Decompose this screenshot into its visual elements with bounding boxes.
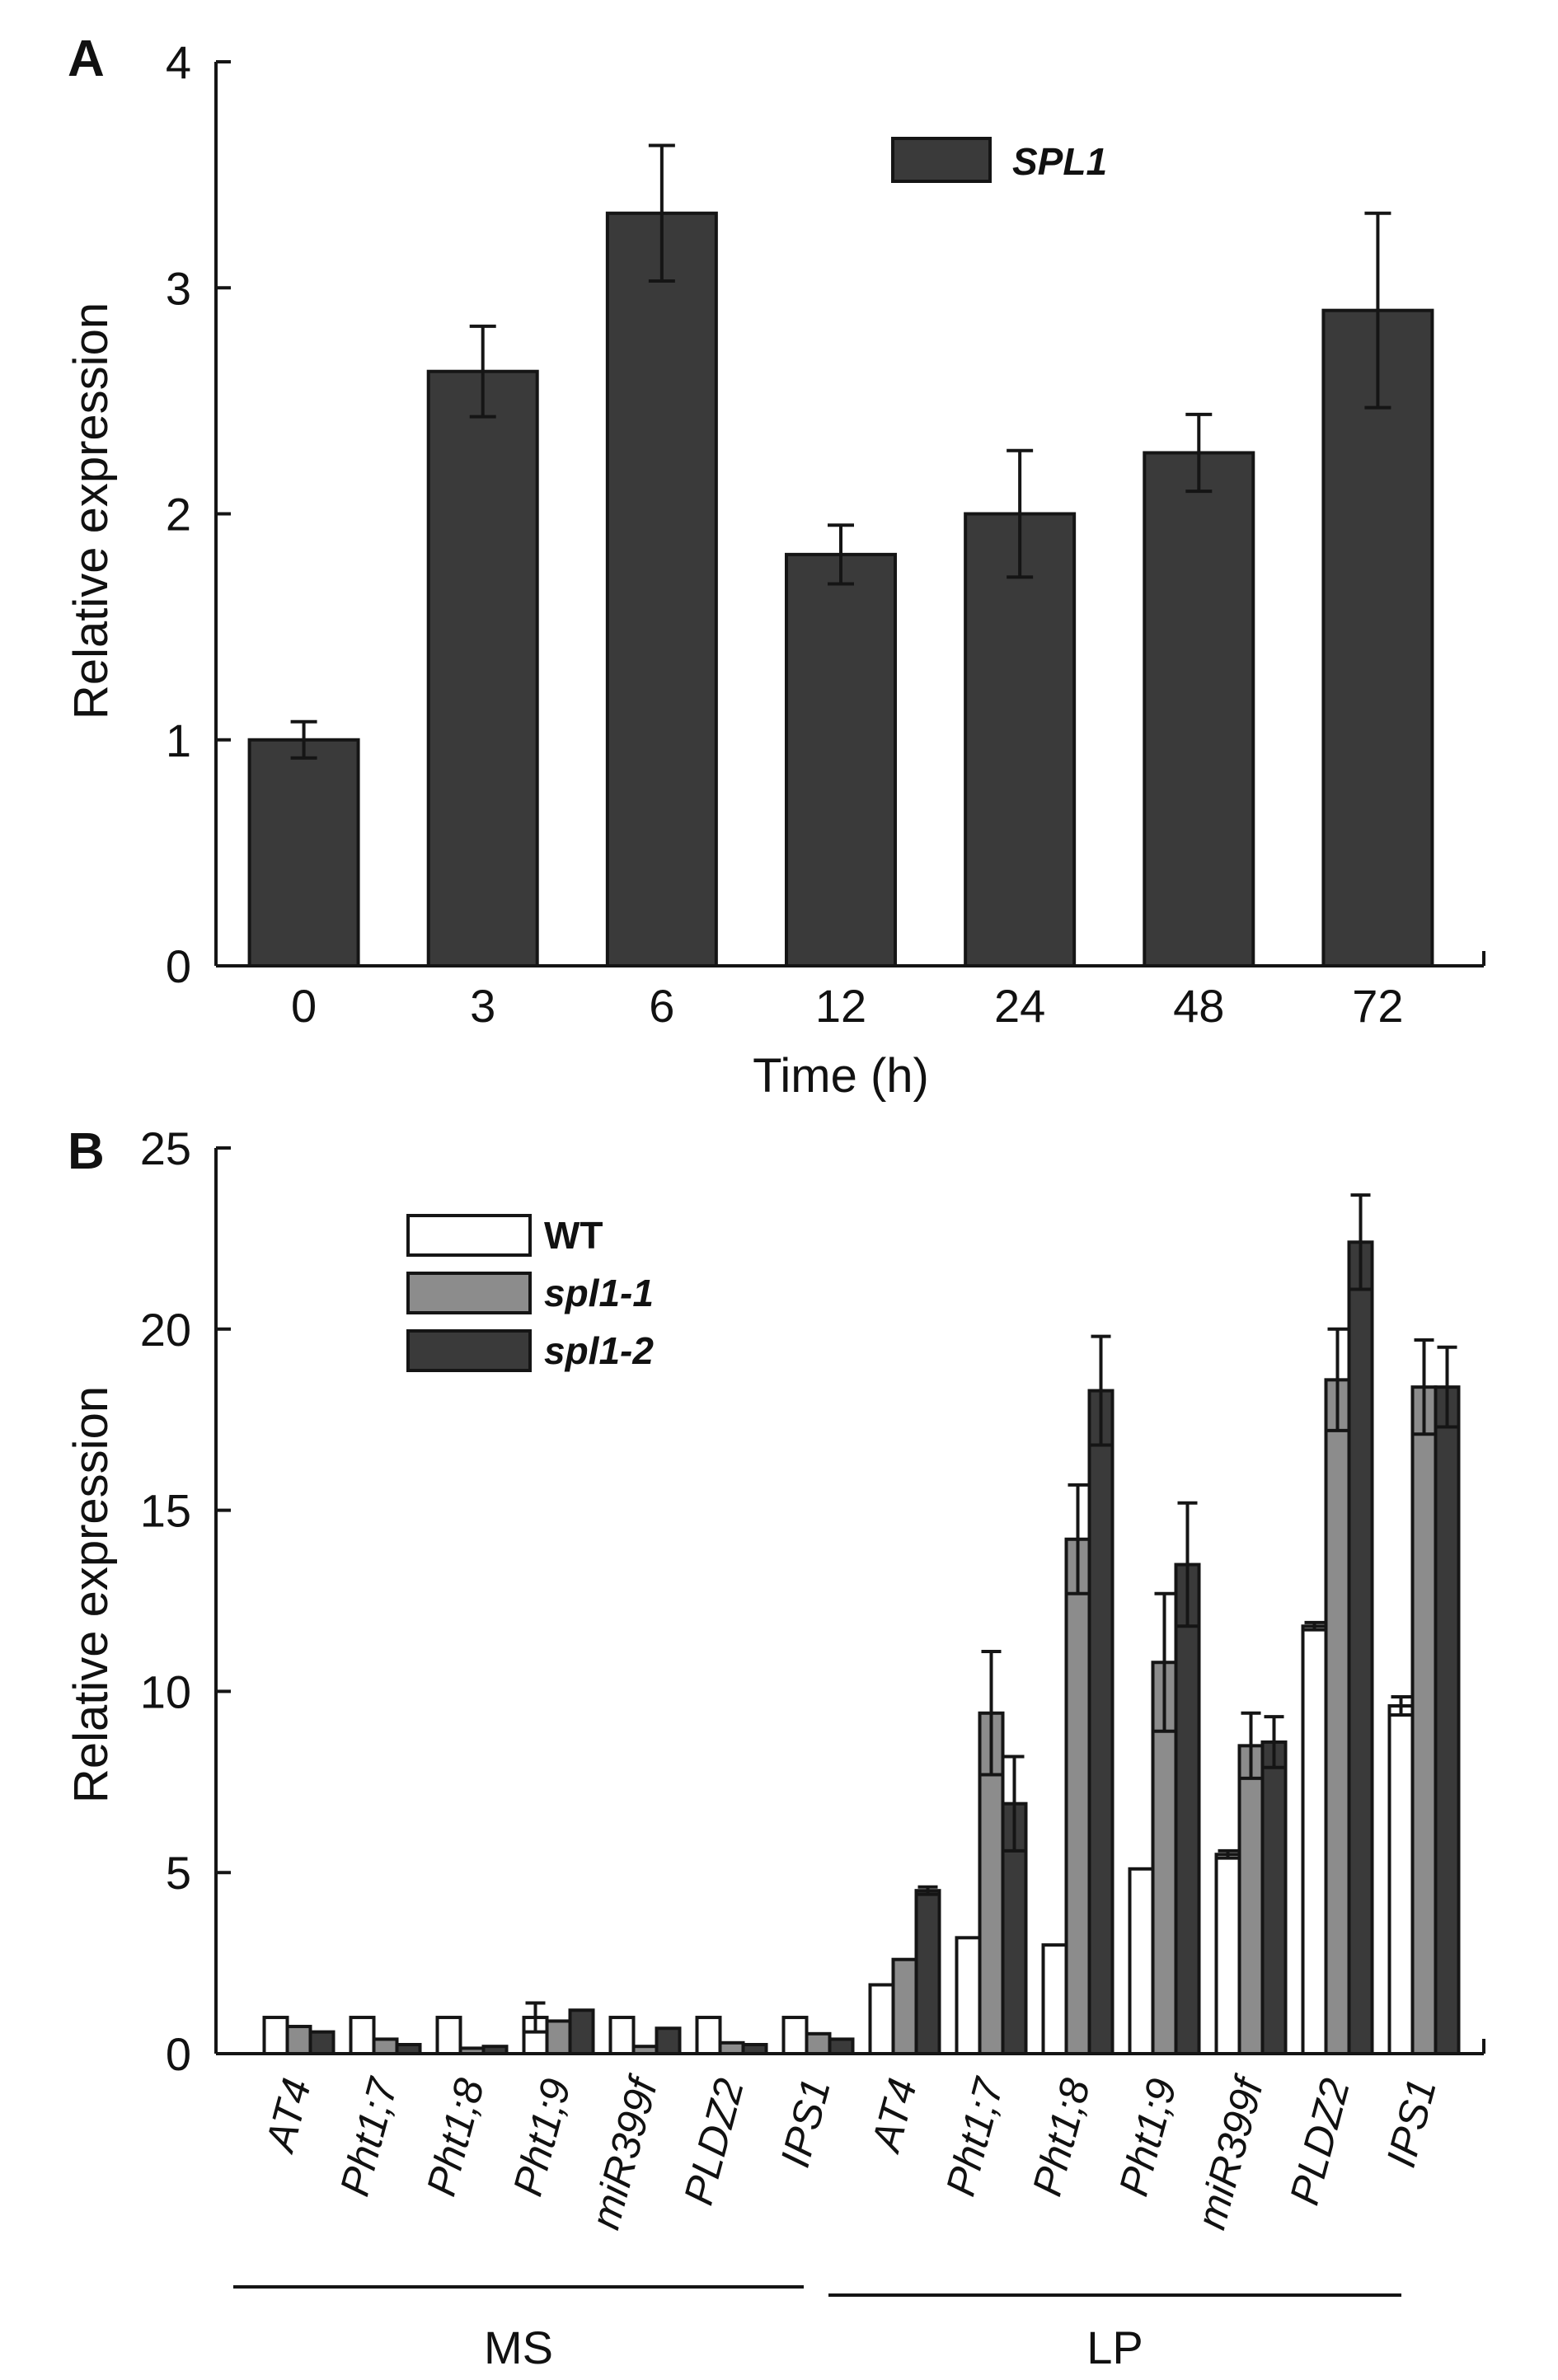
bar — [481, 2045, 509, 2056]
legend-swatch — [406, 1329, 532, 1372]
x-tick-label: AT4 — [256, 2073, 320, 2157]
x-tick-label: Pht1;7 — [937, 2072, 1013, 2200]
x-tick-label: Pht1;7 — [331, 2072, 407, 2200]
bar — [1087, 1389, 1115, 2055]
y-tick-label: 5 — [166, 1847, 191, 1899]
bar — [247, 738, 360, 967]
bar — [1387, 1703, 1415, 2055]
bar — [568, 2008, 595, 2056]
bar — [718, 2040, 745, 2056]
group-label: LP — [1086, 2321, 1143, 2373]
y-tick-label: 1 — [166, 714, 191, 766]
x-tick-label: 6 — [649, 980, 674, 1032]
bar — [349, 2016, 376, 2056]
x-tick-label: Pht1;8 — [1024, 2073, 1100, 2200]
x-tick-label: 72 — [1352, 980, 1403, 1032]
bar — [781, 2016, 809, 2056]
x-tick-label: 12 — [815, 980, 866, 1032]
bar — [785, 552, 897, 967]
bar — [1410, 1385, 1438, 2055]
x-tick-label: PLDZ2 — [675, 2073, 753, 2209]
bar — [1434, 1385, 1461, 2055]
bar — [1260, 1740, 1288, 2056]
x-tick-label: miR399f — [582, 2069, 668, 2233]
bar — [1128, 1867, 1155, 2055]
y-tick-label: 2 — [166, 489, 191, 541]
bar — [426, 369, 539, 968]
y-tick-label: 0 — [166, 940, 191, 992]
bar — [458, 2046, 486, 2056]
bar — [435, 2016, 462, 2056]
bar — [964, 512, 1077, 967]
bar — [914, 1889, 941, 2055]
x-tick-label: AT4 — [861, 2073, 926, 2157]
bar — [285, 2025, 312, 2056]
bar — [1301, 1624, 1328, 2055]
y-tick-label: 3 — [166, 262, 191, 314]
bar — [1064, 1537, 1091, 2055]
bar — [308, 2030, 336, 2056]
bar — [1214, 1853, 1241, 2055]
bar — [1041, 1943, 1068, 2056]
bar — [1321, 308, 1434, 967]
bar — [608, 2016, 636, 2056]
legend-label: spl1-2 — [544, 1329, 654, 1372]
x-tick-label: Pht1;9 — [504, 2073, 580, 2200]
bar — [955, 1936, 982, 2055]
panel-a-letter: A — [68, 30, 105, 87]
x-tick-label: IPS1 — [1377, 2073, 1445, 2172]
bar — [655, 2026, 682, 2056]
x-tick-label: 0 — [291, 980, 317, 1032]
bar — [631, 2045, 659, 2056]
y-tick-label: 25 — [140, 1122, 191, 1174]
bar — [395, 2043, 422, 2056]
legend-swatch — [406, 1272, 532, 1314]
x-tick-label: miR399f — [1188, 2069, 1274, 2233]
bar — [1324, 1378, 1351, 2055]
bar — [741, 2043, 768, 2056]
bar — [262, 2016, 289, 2056]
x-tick-label: 24 — [994, 980, 1045, 1032]
y-axis-title: Relative expression — [64, 302, 118, 719]
y-tick-label: 0 — [166, 2028, 191, 2080]
bar — [695, 2016, 722, 2056]
legend-label: SPL1 — [1012, 140, 1107, 183]
legend-swatch — [406, 1214, 532, 1257]
group-label: MS — [484, 2321, 553, 2373]
legend-label: WT — [544, 1214, 603, 1257]
bar — [868, 1983, 895, 2056]
y-axis-title: Relative expression — [64, 1386, 118, 1803]
bar — [545, 2019, 572, 2056]
x-tick-label: 3 — [470, 980, 495, 1032]
bar — [1174, 1562, 1201, 2056]
bar — [605, 211, 718, 967]
y-tick-label: 10 — [140, 1666, 191, 1717]
bar — [1143, 451, 1255, 967]
bar — [372, 2037, 399, 2056]
x-tick-label: Pht1;8 — [418, 2073, 494, 2200]
y-tick-label: 20 — [140, 1304, 191, 1356]
legend-label: spl1-1 — [544, 1272, 654, 1314]
bar — [1237, 1744, 1265, 2056]
bar — [1347, 1240, 1374, 2055]
y-tick-label: 15 — [140, 1485, 191, 1537]
panel-b-letter: B — [68, 1123, 105, 1180]
y-tick-label: 4 — [166, 36, 191, 88]
legend-swatch — [891, 137, 992, 183]
bar — [828, 2037, 855, 2056]
x-tick-label: Pht1;9 — [1110, 2073, 1186, 2200]
x-axis-title: Time (h) — [753, 1049, 929, 1103]
bar — [805, 2031, 832, 2056]
bar — [891, 1957, 918, 2056]
x-tick-label: IPS1 — [772, 2073, 839, 2172]
x-tick-label: 48 — [1173, 980, 1224, 1032]
x-tick-label: PLDZ2 — [1281, 2073, 1359, 2209]
